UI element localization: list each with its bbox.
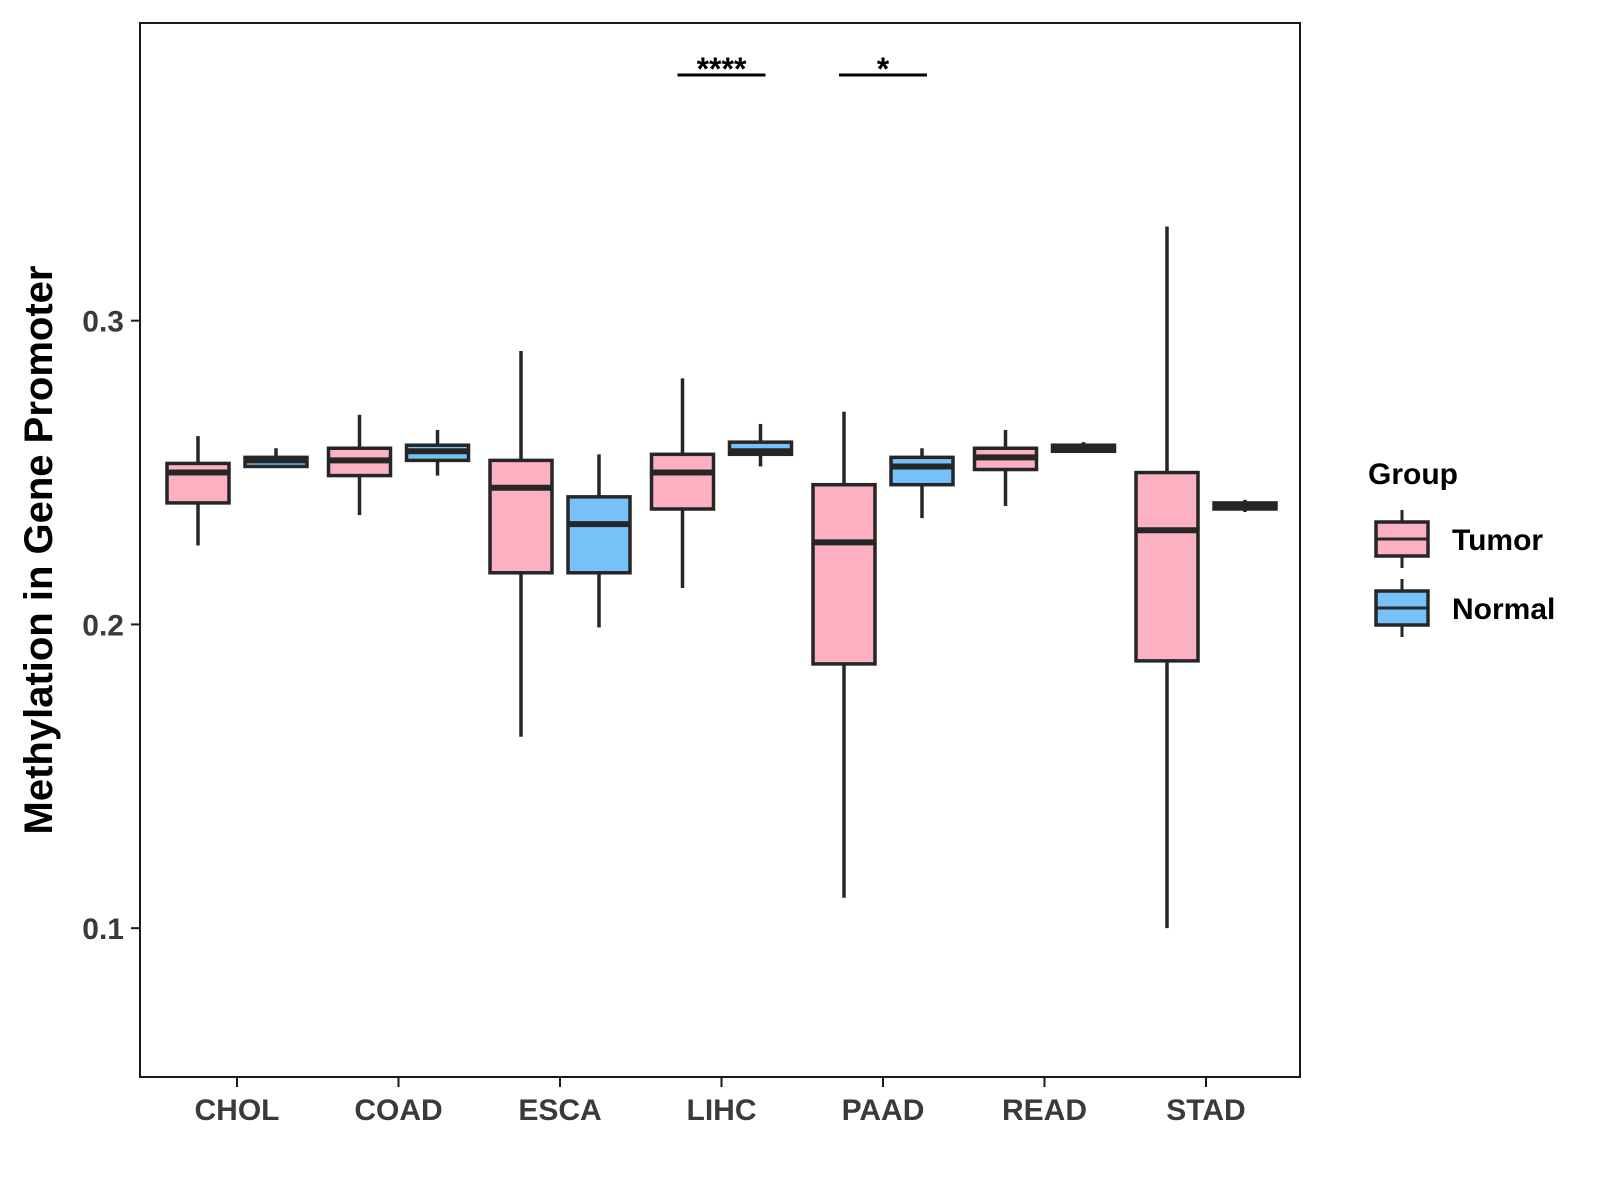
x-tick-label-coad: COAD	[354, 1094, 442, 1127]
x-tick-label-chol: CHOL	[195, 1094, 280, 1127]
legend-item-tumor: Tumor	[1374, 510, 1543, 568]
legend-label-normal: Normal	[1452, 593, 1555, 626]
legend-items: Tumor Normal	[1374, 510, 1555, 637]
box-esca-tumor	[488, 351, 554, 737]
box-rect-lihc-tumor	[649, 452, 716, 511]
box-stad-tumor	[1134, 226, 1200, 929]
x-tick-label-esca: ESCA	[518, 1094, 601, 1127]
x-tick-label-lihc: LIHC	[687, 1094, 757, 1127]
legend-label-tumor: Tumor	[1452, 524, 1543, 557]
plot-panel-border	[139, 22, 1301, 1078]
y-axis: 0.1 0.2 0.3	[82, 306, 140, 946]
box-esca-normal	[566, 454, 632, 628]
box-coad-tumor	[326, 414, 393, 516]
box-paad-normal	[889, 448, 955, 519]
significance-lihc: ****	[677, 51, 766, 87]
box-chol-tumor	[165, 436, 231, 546]
box-paad-tumor	[811, 411, 877, 898]
box-stad-normal	[1212, 499, 1278, 513]
y-tick-label: 0.3	[82, 306, 124, 339]
y-axis-title: Methylation in Gene Promoter	[17, 266, 61, 835]
box-rect-esca-normal	[566, 495, 632, 575]
x-tick-label-read: READ	[1002, 1094, 1087, 1127]
plot-area: **** *	[165, 51, 1278, 929]
box-lihc-normal	[727, 423, 794, 467]
significance-paad: *	[839, 51, 927, 87]
box-chol-normal	[243, 448, 309, 469]
box-rect-paad-tumor	[811, 482, 877, 666]
box-rect-paad-normal	[889, 455, 955, 487]
box-rect-stad-tumor	[1134, 470, 1200, 663]
significance-label-lihc: ****	[697, 51, 747, 87]
legend: Group Tumor Normal	[1368, 458, 1555, 637]
y-tick-label: 0.2	[82, 609, 124, 642]
box-read-normal	[1050, 442, 1117, 454]
box-rect-esca-tumor	[488, 458, 554, 575]
y-tick-label: 0.1	[82, 913, 124, 946]
significance-label-paad: *	[877, 51, 890, 87]
x-tick-label-stad: STAD	[1166, 1094, 1245, 1127]
box-coad-normal	[404, 430, 471, 476]
legend-item-normal: Normal	[1374, 579, 1555, 637]
box-read-tumor	[972, 430, 1039, 506]
legend-title: Group	[1368, 458, 1458, 491]
box-lihc-tumor	[649, 378, 716, 588]
x-axis: CHOL COAD ESCA LIHC PAAD READ STAD	[195, 1077, 1246, 1127]
x-tick-label-paad: PAAD	[842, 1094, 925, 1127]
box-rect-chol-tumor	[165, 461, 231, 505]
